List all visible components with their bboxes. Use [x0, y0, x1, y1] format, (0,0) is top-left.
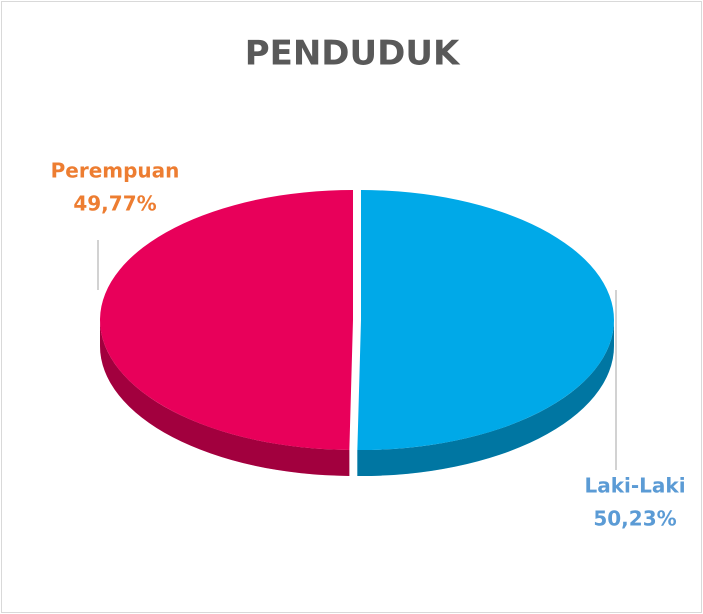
slice-side: [357, 320, 614, 477]
data-label-value: 50,23%: [593, 507, 676, 531]
chart-title: PENDUDUK: [245, 34, 461, 74]
slice: [99, 189, 354, 450]
slice-side: [100, 319, 350, 476]
slice: [357, 190, 614, 451]
data-label-name: Laki-Laki: [584, 474, 685, 498]
data-label-name: Perempuan: [51, 159, 180, 183]
data-label-value: 49,77%: [73, 192, 156, 216]
slice-side-shade: [100, 319, 350, 476]
slice-side-shade: [357, 320, 614, 477]
